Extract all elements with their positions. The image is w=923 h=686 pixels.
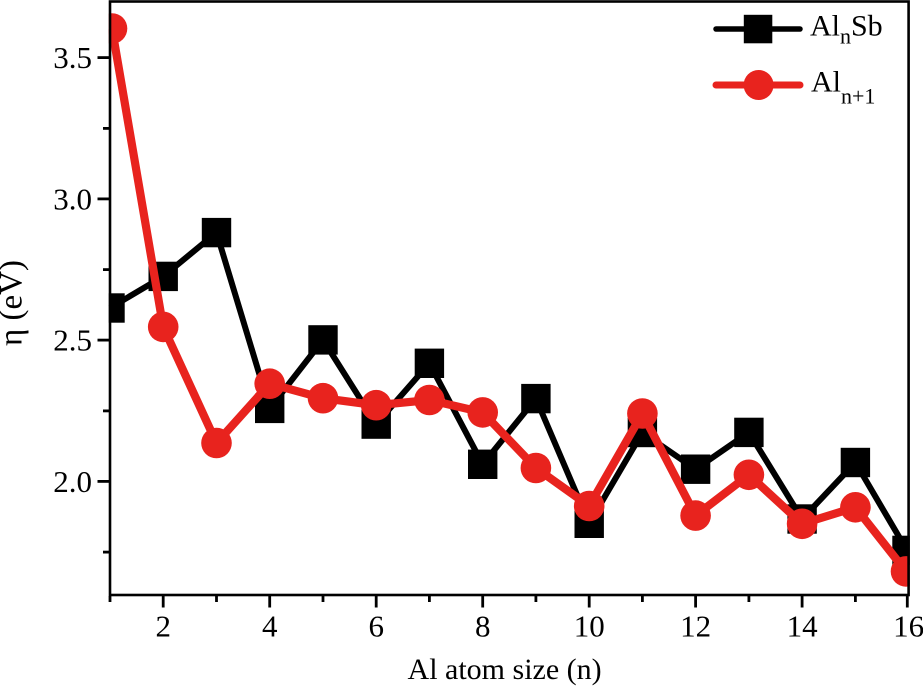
svg-text:2.0: 2.0 [53, 464, 92, 499]
svg-text:8: 8 [475, 609, 491, 644]
svg-text:3.5: 3.5 [53, 40, 92, 75]
svg-text:Al atom size (n): Al atom size (n) [408, 653, 602, 686]
svg-text:2.5: 2.5 [53, 323, 92, 358]
svg-text:4: 4 [262, 609, 278, 644]
svg-text:6: 6 [368, 609, 384, 644]
svg-text:10: 10 [574, 609, 605, 644]
svg-text:2: 2 [155, 609, 171, 644]
svg-text:3.0: 3.0 [53, 181, 92, 216]
svg-text:12: 12 [680, 609, 711, 644]
svg-text:η (eV): η (eV) [0, 260, 30, 346]
svg-text:16: 16 [893, 609, 923, 644]
svg-text:14: 14 [787, 609, 819, 644]
